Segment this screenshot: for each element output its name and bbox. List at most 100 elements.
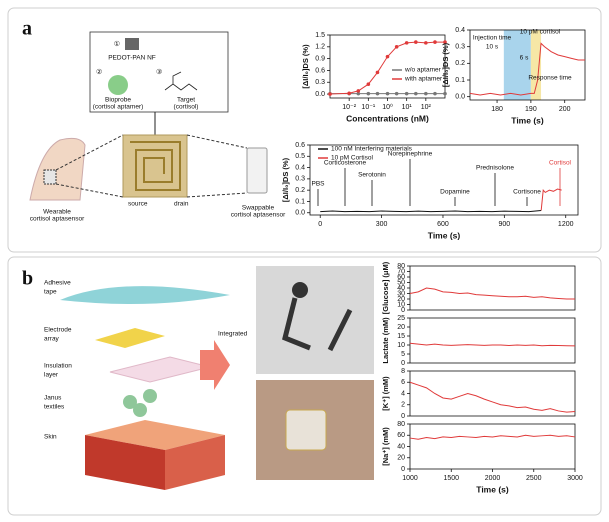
y-tick-label: 15 [397,333,405,340]
layer-label: tape [44,289,57,296]
layer-label: Electrode [44,327,72,334]
data-point [394,45,399,49]
data-line [409,381,576,413]
y-tick-label: 0 [401,466,405,473]
annotation: Serotonin [358,172,386,179]
y-axis-label: [ΔI/I₀]DS (%) [441,42,450,87]
wearable-label: cortisol aptasensor [30,216,85,223]
y-tick-label: 0.9 [315,55,325,62]
swappable-sensor [246,147,268,194]
data-line [469,42,585,96]
data-point [366,91,371,96]
y-tick-label: 0.2 [295,187,305,194]
y-axis-label: [ΔI/I₀]DS (%) [301,44,310,89]
panel-label: a [22,18,32,40]
y-tick-label: 30 [397,290,405,297]
annotation: Response time [528,75,572,82]
layer-label: Insulation [44,363,72,370]
highlight [530,30,542,100]
x-axis-label: Concentrations (nM) [346,113,429,123]
drain-label: drain [174,201,189,208]
y-axis-label: [ΔI/I₀]DS (%) [281,157,290,202]
annotation: 10 pM cortisol [520,29,561,36]
sensor-box [43,169,57,185]
x-tick-label: 600 [437,221,449,228]
data-point [414,91,418,96]
y-tick-label: 40 [397,285,405,292]
textile [133,403,147,417]
x-tick-label: 10² [421,104,432,111]
photo-detail [282,297,353,352]
data-point [347,91,351,96]
x-tick-label: 1200 [558,221,574,228]
y-tick-label: 10 [397,342,405,349]
y-tick-label: 0.1 [455,77,465,84]
target-label: Target [177,97,195,104]
y-tick-label: 1.2 [315,44,325,51]
data-point [375,70,380,75]
data-point [375,91,380,96]
bioprobe-label: Bioprobe [105,97,131,104]
data-line [540,188,562,211]
data-point [443,40,447,44]
y-axis-label: [Na⁺] (mM) [381,427,390,466]
data-point [404,41,409,45]
legend-label: 10 pM Cortisol [331,155,373,162]
y-tick-label: 60 [397,274,405,281]
photo-detail [292,282,308,298]
material-label: PEDOT-PAN NF [108,55,156,62]
y-tick-label: 6 [401,379,405,386]
zoom-lines [55,134,124,198]
layer-label: Skin [44,434,57,441]
data-line [409,434,576,440]
skin-side [85,435,165,490]
annotation: Cortisol [549,160,572,167]
legend-label: with aptamer [404,76,443,83]
schematic-b [60,266,374,490]
plot-frame [309,144,579,216]
y-tick-label: 0 [401,307,405,314]
y-tick-label: 0.6 [315,67,325,74]
panel-label: b [22,268,33,290]
aptamer-icon [108,75,128,95]
textile [123,395,137,409]
layer-label: Janus [44,395,62,402]
x-axis-label: Time (s) [476,484,509,494]
data-line [409,287,575,300]
tape-layer [60,286,230,304]
plot-frame [469,29,586,101]
data-point [356,89,361,93]
y-tick-label: 0.4 [295,164,305,171]
step: ③ [156,68,162,76]
y-tick-label: 10 [397,301,405,308]
inset-box [89,31,229,113]
y-tick-label: 50 [397,279,405,286]
y-tick-label: 0.0 [455,94,465,101]
layer-label: layer [44,372,59,379]
y-tick-label: 0.6 [295,142,305,149]
annotation: Injection time [473,35,512,42]
x-tick-label: 200 [559,106,571,113]
data-point [433,91,437,96]
x-tick-label: 300 [376,221,388,228]
bioprobe-label: (cortisol aptamer) [93,104,144,111]
y-axis-label: [Glucose] (μM) [381,261,390,314]
y-tick-label: 60 [397,432,405,439]
y-tick-label: 25 [397,315,405,322]
y-tick-label: 20 [397,324,405,331]
skin-top [85,420,225,450]
y-tick-label: 8 [401,368,405,375]
target-label: (cortisol) [174,104,199,111]
x-tick-label: 2000 [485,475,501,482]
y-tick-label: 0 [401,413,405,420]
data-point [433,40,437,44]
y-tick-label: 0.3 [315,79,325,86]
x-tick-label: 2500 [526,475,542,482]
y-tick-label: 70 [397,268,405,275]
data-line [320,209,542,213]
annotation: 10 s [486,44,499,51]
y-tick-label: 1.5 [315,32,325,39]
x-tick-label: 10⁻² [342,104,356,111]
